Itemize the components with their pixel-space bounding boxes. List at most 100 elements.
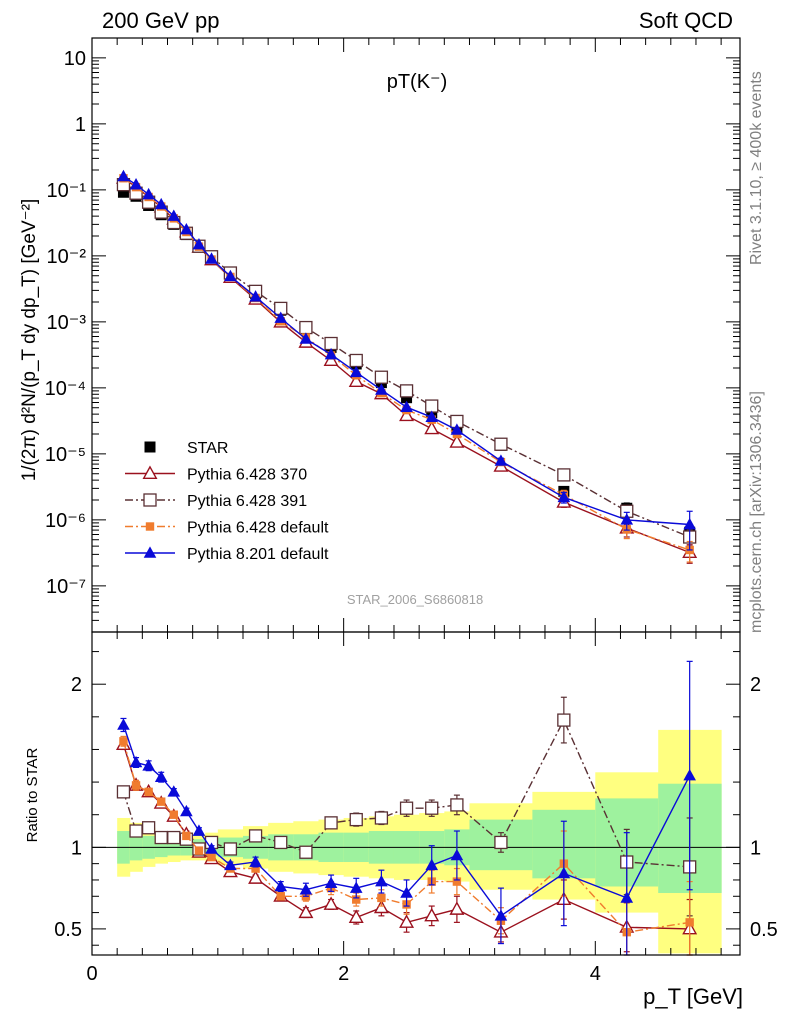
legend-item-p370: Pythia 6.428 370 xyxy=(125,465,307,484)
y-tick-label: 10 xyxy=(64,48,86,70)
data-point-p370 xyxy=(248,870,264,884)
data-point-p8 xyxy=(494,454,508,466)
data-point-p6def xyxy=(276,892,285,901)
legend-marker xyxy=(143,546,157,558)
data-point-p8 xyxy=(557,490,571,503)
data-point-p8 xyxy=(557,866,571,879)
data-point-p391 xyxy=(223,842,238,856)
data-point-star xyxy=(117,186,129,198)
header-left-label: 200 GeV pp xyxy=(102,8,219,33)
data-point-p370 xyxy=(424,420,440,435)
y-tick-label: 10⁻⁴ xyxy=(45,378,86,400)
data-point-p391 xyxy=(299,320,313,335)
x-tick-label: 0 xyxy=(86,963,97,985)
x-axis-label: p_T [GeV] xyxy=(643,984,743,1009)
data-point-p6def xyxy=(685,918,694,927)
data-point-p391 xyxy=(141,821,156,835)
data-point-p8 xyxy=(249,290,262,302)
data-point-p8 xyxy=(167,785,181,797)
data-point-p8 xyxy=(375,383,388,395)
data-point-p8 xyxy=(620,513,634,525)
data-point-p8 xyxy=(450,848,464,861)
ratio-panel-frame xyxy=(91,631,741,956)
y-tick-label: 10⁻⁵ xyxy=(45,444,86,466)
y-tick-label: 10⁻⁶ xyxy=(45,510,86,532)
data-point-p6def xyxy=(377,893,386,903)
legend-marker xyxy=(142,465,158,479)
data-point-p391 xyxy=(450,798,464,812)
legend-marker xyxy=(143,493,157,507)
data-point-p370 xyxy=(348,909,364,923)
data-point-p8 xyxy=(180,223,193,235)
ratio-y-tick-label: 0.5 xyxy=(750,919,778,941)
data-point-p6def xyxy=(131,781,141,790)
data-point-p6def xyxy=(144,787,153,797)
legend-marker xyxy=(145,522,155,531)
data-point-p8 xyxy=(375,874,388,887)
data-point-p6def xyxy=(207,852,216,862)
data-point-p8 xyxy=(324,347,338,360)
data-point-p8 xyxy=(349,881,363,893)
data-point-p8 xyxy=(324,876,338,889)
legend-label: Pythia 6.428 391 xyxy=(187,493,307,510)
legend-marker xyxy=(144,441,156,453)
data-point-p370 xyxy=(399,407,415,422)
data-point-p8 xyxy=(683,517,696,530)
data-point-p8 xyxy=(494,909,508,921)
legend-label: Pythia 6.428 default xyxy=(187,520,329,537)
data-point-p370 xyxy=(348,373,364,387)
data-point-p391 xyxy=(374,811,389,825)
legend-item-p391: Pythia 6.428 391 xyxy=(125,493,307,510)
ratio-panel-series xyxy=(115,660,698,956)
data-point-p8 xyxy=(117,169,130,182)
data-point-p391 xyxy=(557,468,571,482)
data-point-p391 xyxy=(299,845,313,859)
data-point-p8 xyxy=(224,858,237,871)
series-line-p8 xyxy=(123,175,690,526)
data-point-p391 xyxy=(129,824,143,838)
data-point-p6def xyxy=(157,797,166,806)
data-point-p370 xyxy=(399,914,415,928)
data-point-p8 xyxy=(274,879,288,892)
top-panel-series xyxy=(115,169,698,564)
data-point-p391 xyxy=(425,801,439,815)
data-point-p391 xyxy=(374,370,389,384)
analysis-id-label: STAR_2006_S6860818 xyxy=(347,592,483,607)
ratio-y-axis-label: Ratio to STAR xyxy=(24,747,41,842)
data-point-p8 xyxy=(299,332,313,344)
data-point-p370 xyxy=(449,434,465,448)
data-point-p8 xyxy=(274,311,288,323)
data-point-p8 xyxy=(683,768,696,781)
data-point-p370 xyxy=(373,899,389,914)
data-point-p391 xyxy=(349,353,363,368)
legend-item-p6def: Pythia 6.428 default xyxy=(125,520,329,537)
data-point-p8 xyxy=(425,858,439,871)
ratio-y-tick-label: 1 xyxy=(750,837,761,859)
data-point-p8 xyxy=(450,423,464,435)
data-point-p8 xyxy=(249,855,262,867)
data-point-p391 xyxy=(399,801,414,815)
top-panel-axes: 10⁻⁷ 10⁻⁶ 10⁻⁵ 10⁻⁴ 10⁻³ 10⁻² 10⁻¹ 1 10 xyxy=(45,37,740,633)
data-point-p8 xyxy=(205,252,218,264)
data-point-p6def xyxy=(194,846,204,855)
ratio-y-tick-label: 2 xyxy=(750,674,761,696)
data-point-p391 xyxy=(154,830,168,845)
ratio-y-tick-label: 2 xyxy=(71,674,82,696)
data-point-p391 xyxy=(349,812,363,827)
data-point-p8 xyxy=(192,238,206,250)
data-point-p6def xyxy=(169,810,178,819)
legend-label: STAR xyxy=(187,440,228,457)
series-line-p6def xyxy=(122,741,690,933)
data-point-p391 xyxy=(494,437,508,451)
series-line-p391 xyxy=(123,184,690,538)
data-point-p8 xyxy=(299,883,313,895)
data-point-p391 xyxy=(274,835,288,850)
data-point-p8 xyxy=(142,187,155,200)
series-p391 xyxy=(116,177,697,547)
data-point-p391 xyxy=(557,713,571,727)
ratio-y-tick-label: 0.5 xyxy=(54,919,82,941)
y-tick-label: 10⁻² xyxy=(47,246,87,268)
y-tick-label: 10⁻⁷ xyxy=(46,576,86,598)
series-line-p370 xyxy=(122,744,690,933)
